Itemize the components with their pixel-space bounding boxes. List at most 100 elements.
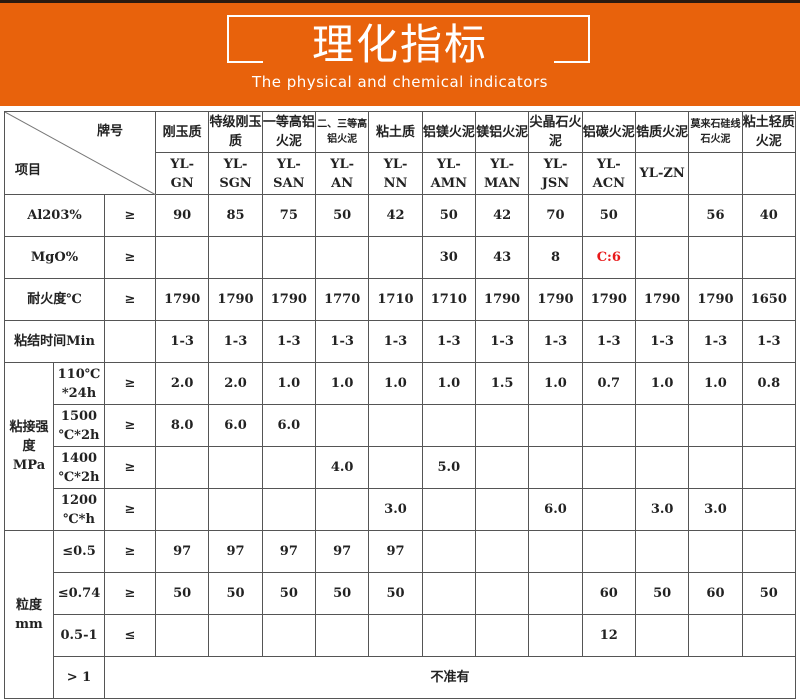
value-cell: 1790: [261, 278, 317, 321]
row-label: MgO%: [4, 236, 105, 279]
row-operator: ≥: [103, 446, 157, 489]
value-cell: 1790: [581, 278, 636, 321]
product-name: 铝镁火泥: [421, 111, 476, 153]
value-cell: [528, 446, 583, 489]
product-code: YL-ZN: [634, 152, 690, 195]
value-cell: 0.7: [581, 362, 636, 405]
value-cell: 1-3: [634, 320, 690, 363]
title-frame-right: [554, 61, 590, 63]
table-row: 耐火度℃ ≥1790 1790 1790 1770 1710 1710 1790 1790 179…: [4, 278, 797, 321]
value-cell: 90: [155, 194, 210, 237]
value-cell: [741, 236, 797, 279]
value-cell: [155, 446, 210, 489]
value-cell: [581, 530, 636, 573]
product-name: 刚玉质: [155, 111, 210, 153]
value-cell: 1790: [634, 278, 690, 321]
value-cell: [634, 614, 690, 657]
value-cell: [474, 572, 530, 615]
value-cell: 70: [528, 194, 583, 237]
value-cell: 1-3: [474, 320, 530, 363]
product-code: YL- SGN: [208, 152, 263, 195]
value-cell: [155, 488, 210, 531]
value-cell: [634, 194, 690, 237]
value-cell: 30: [421, 236, 476, 279]
product-code: YL- MAN: [474, 152, 530, 195]
product-name: 锆质火泥: [634, 111, 690, 153]
value-cell: [688, 236, 743, 279]
sub-label: 1500 ℃*2h: [53, 404, 105, 447]
value-cell: [474, 530, 530, 573]
value-cell: 1.0: [688, 362, 743, 405]
value-cell: 97: [208, 530, 263, 573]
value-cell: [368, 446, 423, 489]
value-cell: 1-3: [261, 320, 317, 363]
value-cell: [581, 404, 636, 447]
value-cell: [528, 404, 583, 447]
group-label: 粒度 mm: [4, 530, 54, 699]
value-cell: 97: [155, 530, 210, 573]
value-cell: 85: [208, 194, 263, 237]
value-cell: [528, 614, 583, 657]
product-code: [741, 152, 797, 195]
value-cell: [528, 530, 583, 573]
value-cell: [421, 614, 476, 657]
product-code: YL- AMN: [421, 152, 476, 195]
product-name: 一等高铝火泥: [261, 111, 317, 153]
value-cell: 1-3: [368, 320, 423, 363]
sub-label: 1200 ℃*h: [53, 488, 105, 531]
value-cell: 1710: [368, 278, 423, 321]
value-cell: 56: [688, 194, 743, 237]
value-cell: 75: [261, 194, 317, 237]
value-cell: 1790: [474, 278, 530, 321]
indicators-table: 牌号 项目 刚玉质 特级刚玉质 一等高铝火泥 二、三等高铝火泥 粘土质 铝镁火泥 镁铝火泥 尖晶石…: [3, 111, 797, 699]
title-frame: [227, 15, 590, 63]
value-cell: [261, 446, 317, 489]
value-cell: 1-3: [528, 320, 583, 363]
value-cell: 43: [474, 236, 530, 279]
value-cell: 6.0: [528, 488, 583, 531]
value-cell: 50: [314, 572, 370, 615]
value-cell: 8.0: [155, 404, 210, 447]
value-cell: [155, 614, 210, 657]
value-cell: [474, 614, 530, 657]
sub-label: 1400 ℃*2h: [53, 446, 105, 489]
product-name: 莫来石硅线石火泥: [688, 111, 743, 153]
product-name: 粘土质: [368, 111, 423, 153]
row-operator: ≥: [103, 488, 157, 531]
row-operator: [103, 320, 157, 363]
value-cell: [688, 614, 743, 657]
product-name: 镁铝火泥: [474, 111, 530, 153]
item-label: 项目: [15, 163, 42, 178]
table-row: 1400 ℃*2h ≥4.0 5.0: [5, 446, 797, 489]
value-cell: 40: [741, 194, 797, 237]
table-row: ≤0.74 ≥50 50 50 50 50 60 50 60 50: [5, 572, 797, 615]
value-cell: 1-3: [581, 320, 636, 363]
product-name: 粘土轻质火泥: [741, 111, 797, 153]
value-cell: 1790: [208, 278, 263, 321]
value-cell: 1-3: [155, 320, 210, 363]
value-cell: 50: [421, 194, 476, 237]
product-code: YL- SAN: [261, 152, 317, 195]
product-name: 尖晶石火泥: [528, 111, 583, 153]
value-cell: 1-3: [208, 320, 263, 363]
row-operator: ≤: [103, 614, 157, 657]
value-cell: [688, 530, 743, 573]
row-operator: ≥: [103, 404, 157, 447]
product-code: YL- NN: [368, 152, 423, 195]
row-operator: ≥: [103, 530, 157, 573]
value-cell: 97: [368, 530, 423, 573]
value-cell: [581, 446, 636, 489]
product-code: YL- GN: [155, 152, 210, 195]
value-cell: [634, 236, 690, 279]
value-cell: 2.0: [208, 362, 263, 405]
value-cell: 2.0: [155, 362, 210, 405]
row-label: 粘结时间Min: [4, 320, 105, 363]
value-cell: [421, 572, 476, 615]
value-cell: 97: [261, 530, 317, 573]
value-cell: 1.0: [421, 362, 476, 405]
row-label: 耐火度℃: [4, 278, 105, 321]
value-cell: 4.0: [314, 446, 370, 489]
value-cell: 50: [741, 572, 797, 615]
sub-label: 110℃ *24h: [53, 362, 105, 405]
table-row: 粒度 mm ≤0.5 ≥97 97 97 97 97: [4, 530, 797, 699]
